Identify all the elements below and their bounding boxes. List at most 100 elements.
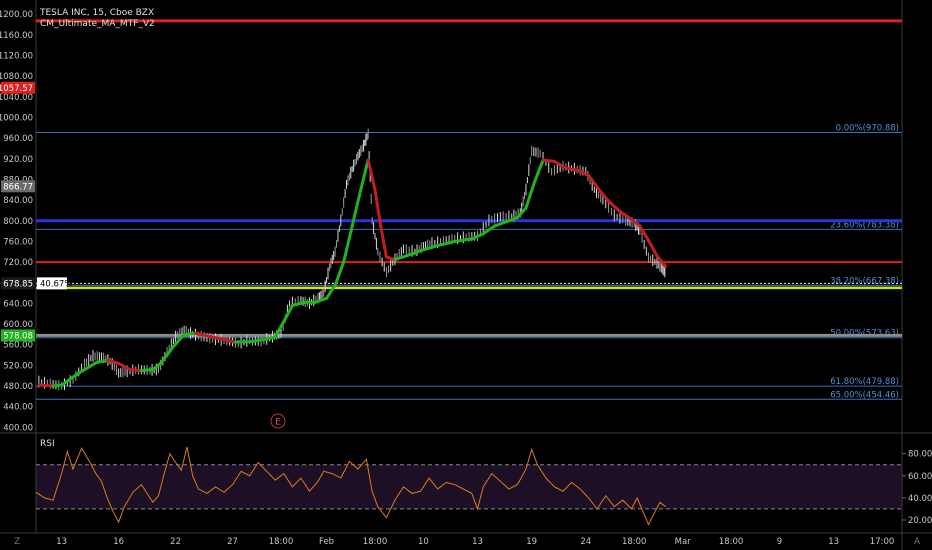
ma-segment — [248, 338, 266, 344]
ma-segment — [587, 173, 602, 193]
price-axis[interactable]: 400.00 440.00 480.00 520.00 560.00 600.00 640.… — [0, 10, 33, 433]
ma-segment — [393, 254, 408, 262]
fib-label-1: 23.60%(783.38) — [830, 220, 899, 230]
earnings-marker-label: E — [275, 418, 281, 428]
ma-segment — [171, 332, 186, 349]
time-tick-label: 9 — [777, 537, 782, 547]
fib-label-2: 38.20%(667.38) — [830, 276, 899, 286]
price-tick-label: 800.00 — [3, 217, 33, 227]
ma-segment — [638, 224, 650, 242]
ma-segment — [373, 188, 383, 228]
ma-segment — [541, 158, 556, 163]
ma-segment — [233, 340, 252, 344]
ma-segment — [436, 239, 457, 248]
time-tick-label: 10 — [418, 537, 429, 547]
ma-segment — [359, 158, 370, 192]
price-tag-label: 866.77 — [3, 182, 33, 192]
time-tick-label: 18:00 — [719, 537, 744, 547]
price-tick-label: 960.00 — [3, 134, 33, 144]
rsi-tick-label: 80.00 — [908, 450, 932, 460]
ma-segment — [598, 189, 611, 203]
time-tick-label: 24 — [580, 537, 591, 547]
auto-scale-button[interactable]: A — [914, 537, 921, 547]
percent-tag-label: 40.67% — [40, 279, 72, 289]
ma-segment — [533, 158, 545, 184]
rsi-axis[interactable]: 20.00 40.00 60.00 80.00 — [902, 450, 932, 526]
price-tick-label: 480.00 — [3, 382, 33, 392]
price-tick-label: 1040.00 — [0, 93, 33, 103]
price-tick-label: 720.00 — [3, 258, 33, 268]
time-axis[interactable]: 13 16 22 27 18:00 Feb 18:00 10 13 19 24 18:00 Mar 18:… — [56, 537, 894, 547]
fib-label-0: 0.00%(970.88) — [836, 124, 899, 134]
price-tick-label: 760.00 — [3, 237, 33, 247]
ma-segment — [564, 166, 579, 172]
price-tick-label: 640.00 — [3, 299, 33, 309]
time-tick-label: 17:00 — [870, 537, 895, 547]
time-tick-label: 13 — [828, 537, 839, 547]
ma-segment — [77, 361, 98, 375]
price-tick-label: 840.00 — [3, 196, 33, 206]
ma-segment — [290, 300, 306, 307]
moving-average — [37, 158, 668, 388]
rsi-band — [36, 464, 902, 509]
price-tag-box — [1, 81, 35, 94]
ma-segment — [37, 383, 55, 388]
ma-segment — [575, 168, 591, 177]
time-tick-label: Feb — [319, 537, 334, 547]
ma-segment — [366, 158, 377, 192]
price-tag-label: 1057.57 — [0, 84, 33, 94]
ma-segment — [60, 371, 81, 387]
zoom-corner-button[interactable]: Z — [14, 537, 20, 547]
percent-tag-box — [37, 277, 67, 290]
ma-segment — [94, 358, 109, 365]
ma-segment — [342, 224, 354, 264]
time-tick-label: 13 — [56, 537, 67, 547]
ma-segment — [159, 345, 175, 365]
ma-segment — [117, 361, 132, 372]
price-tag-box — [1, 329, 35, 342]
time-tick-label: 19 — [526, 537, 537, 547]
chart-title[interactable]: TESLA INC, 15, Cboe BZX — [39, 8, 154, 18]
price-tick-label: 600.00 — [3, 320, 33, 330]
time-tick-label: 13 — [472, 537, 483, 547]
ma-segment — [524, 180, 537, 210]
rsi-series — [35, 446, 902, 526]
rsi-tick-label: 20.00 — [908, 516, 932, 526]
price-tick-label: 440.00 — [3, 403, 33, 413]
rsi-label[interactable]: RSI — [40, 439, 55, 449]
ma-segment — [655, 254, 668, 268]
ma-segment — [453, 237, 474, 243]
ma-segment — [208, 334, 226, 342]
time-tick-label: 18:00 — [269, 537, 294, 547]
fib-label-3: 50.00%(573.63) — [830, 329, 899, 339]
time-tick-label: 18:00 — [622, 537, 647, 547]
ma-segment — [128, 368, 143, 373]
rsi-line — [35, 446, 666, 526]
ma-segment — [629, 217, 642, 228]
price-tag-box — [1, 180, 35, 193]
price-tick-label: 520.00 — [3, 361, 33, 371]
price-tick-label: 1120.00 — [0, 52, 33, 62]
earnings-marker[interactable] — [270, 413, 286, 429]
ma-segment — [262, 335, 277, 342]
price-tags: 1057.57 866.77 678.85 578.08 40.67% — [0, 81, 72, 342]
ma-segment — [493, 219, 511, 228]
price-tick-label: 400.00 — [3, 423, 33, 433]
price-tick-label: 1080.00 — [0, 72, 33, 82]
ma-segment — [404, 249, 423, 258]
ma-segment — [618, 209, 633, 221]
ma-segment — [333, 260, 346, 287]
ma-segment — [481, 224, 497, 236]
rsi-tick-label: 60.00 — [908, 472, 932, 482]
fib-label-4: 61.80%(479.88) — [830, 377, 899, 387]
ma-segment — [607, 199, 622, 213]
ma-segment — [646, 238, 659, 258]
ma-segment — [151, 361, 163, 372]
time-tick-label: 22 — [170, 537, 181, 547]
indicator-label[interactable]: CM_Ultimate_MA_MTF_V2 — [40, 19, 155, 29]
ma-segment — [552, 159, 568, 170]
price-tick-label: 1160.00 — [0, 31, 33, 41]
ma-segment — [419, 244, 440, 253]
ma-segment — [379, 224, 388, 259]
